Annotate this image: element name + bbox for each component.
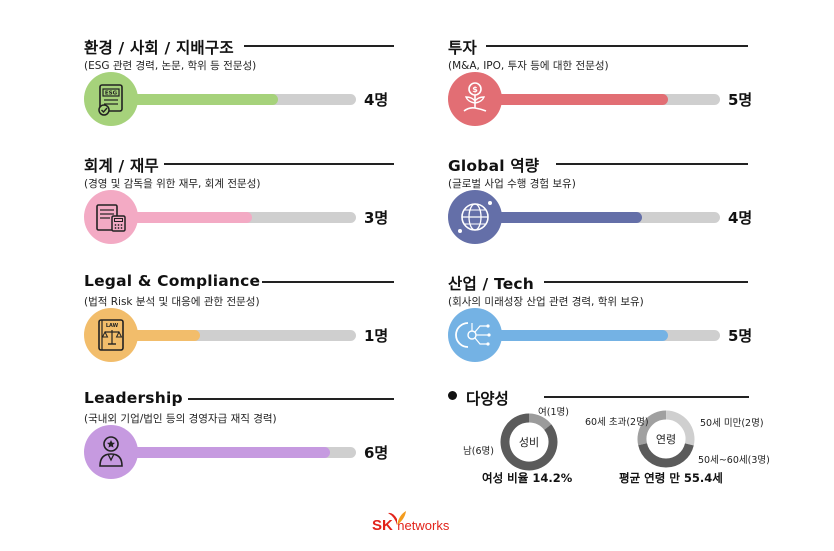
logo-networks-text: networks: [397, 518, 450, 533]
category-count: 3명: [364, 209, 389, 227]
globe-stars-icon: [448, 190, 502, 244]
bar-track: [120, 330, 356, 341]
category-count: 5명: [728, 91, 753, 109]
bar-fill: [484, 330, 668, 341]
bar-fill: [120, 447, 330, 458]
category-global: Global 역량 (글로벌 사업 수행 경험 보유) 4명: [448, 154, 788, 254]
age-slice-label: 60세 초과(2명): [585, 417, 649, 428]
category-env: 환경 / 사회 / 지배구조 (ESG 관련 경력, 논문, 학위 등 전문성)…: [84, 36, 424, 136]
donut-center-label: 연령: [656, 433, 676, 446]
category-subtitle: (법적 Risk 분석 및 대응에 관한 전문성): [84, 296, 260, 308]
diversity-section: 다양성 성비 여(1명) 남(6명) 여성 비율 14.2% 연령 60세 초과…: [446, 386, 776, 496]
age-slice-label: 50세 미만(2명): [700, 418, 764, 429]
esg-document-icon: ESG: [84, 72, 138, 126]
category-inv: 투자 (M&A, IPO, 투자 등에 대한 전문성) $ 5명: [448, 36, 788, 136]
category-subtitle: (경영 및 감독을 위한 재무, 회계 전문성): [84, 178, 261, 190]
age-caption: 평균 연령 만 55.4세: [619, 471, 723, 485]
title-rule: [544, 281, 748, 283]
donut-slice-0: [528, 413, 552, 431]
category-count: 4명: [364, 91, 389, 109]
sk-butterfly-icon: [388, 511, 406, 525]
donut-center-label: 성비: [519, 436, 539, 449]
bar-fill: [120, 212, 252, 223]
donut-slice-1: [665, 410, 695, 446]
category-tech: 산업 / Tech (회사의 미래성장 산업 관련 경력, 학위 보유) 5명: [448, 272, 788, 372]
title-rule: [556, 163, 748, 165]
bar-fill: [120, 94, 278, 105]
category-lead: Leadership (국내외 기업/법인 등의 경영자급 재직 경력) 6명: [84, 389, 424, 489]
bar-fill: [484, 212, 642, 223]
category-count: 6명: [364, 444, 389, 462]
donut-slice-2: [638, 442, 694, 468]
money-plant-icon: $: [448, 72, 502, 126]
category-subtitle: (M&A, IPO, 투자 등에 대한 전문성): [448, 60, 609, 72]
gender-donut-chart: 성비: [500, 413, 558, 471]
bullet-dot: [448, 391, 457, 400]
law-book-scale-icon: LAW: [84, 308, 138, 362]
gender-slice-label: 여(1명): [538, 407, 569, 418]
donut-slice-0: [637, 410, 667, 446]
category-title: 환경 / 사회 / 지배구조: [84, 39, 234, 57]
category-title: Leadership: [84, 389, 183, 407]
gender-caption: 여성 비율 14.2%: [482, 471, 573, 485]
category-subtitle: (회사의 미래성장 산업 관련 경력, 학위 보유): [448, 296, 644, 308]
category-acct: 회계 / 재무 (경영 및 감독을 위한 재무, 회계 전문성) 3명: [84, 154, 424, 254]
category-count: 5명: [728, 327, 753, 345]
logo-sk-text: SK: [372, 517, 393, 534]
category-title: Global 역량: [448, 157, 540, 175]
title-rule: [188, 398, 394, 400]
donut-slice-1: [500, 413, 558, 471]
diversity-title: 다양성: [466, 390, 509, 408]
category-subtitle: (ESG 관련 경력, 논문, 학위 등 전문성): [84, 60, 257, 72]
svg-text:$: $: [472, 85, 478, 94]
title-rule: [164, 163, 394, 165]
svg-text:LAW: LAW: [106, 323, 119, 329]
sk-networks-logo: SK networks: [372, 511, 450, 535]
bar-fill: [120, 330, 200, 341]
leader-star-person-icon: [84, 425, 138, 479]
title-rule: [244, 45, 394, 47]
title-rule: [262, 281, 394, 283]
bar-fill: [484, 94, 668, 105]
gender-slice-label: 남(6명): [463, 446, 494, 457]
age-slice-label: 50세~60세(3명): [698, 455, 770, 466]
category-title: Legal & Compliance: [84, 272, 261, 290]
age-donut-chart: 연령: [637, 410, 695, 468]
svg-text:ESG: ESG: [105, 91, 118, 97]
category-count: 4명: [728, 209, 753, 227]
category-subtitle: (국내외 기업/법인 등의 경영자급 재직 경력): [84, 413, 277, 425]
tech-circuit-icon: [448, 308, 502, 362]
category-title: 산업 / Tech: [448, 275, 535, 293]
category-legal: Legal & Compliance (법적 Risk 분석 및 대응에 관한 …: [84, 272, 424, 372]
category-title: 투자: [448, 39, 477, 57]
accounting-calculator-icon: [84, 190, 138, 244]
title-rule: [486, 45, 748, 47]
category-subtitle: (글로벌 사업 수행 경험 보유): [448, 178, 576, 190]
category-count: 1명: [364, 327, 389, 345]
title-rule: [544, 396, 749, 398]
category-title: 회계 / 재무: [84, 157, 159, 175]
